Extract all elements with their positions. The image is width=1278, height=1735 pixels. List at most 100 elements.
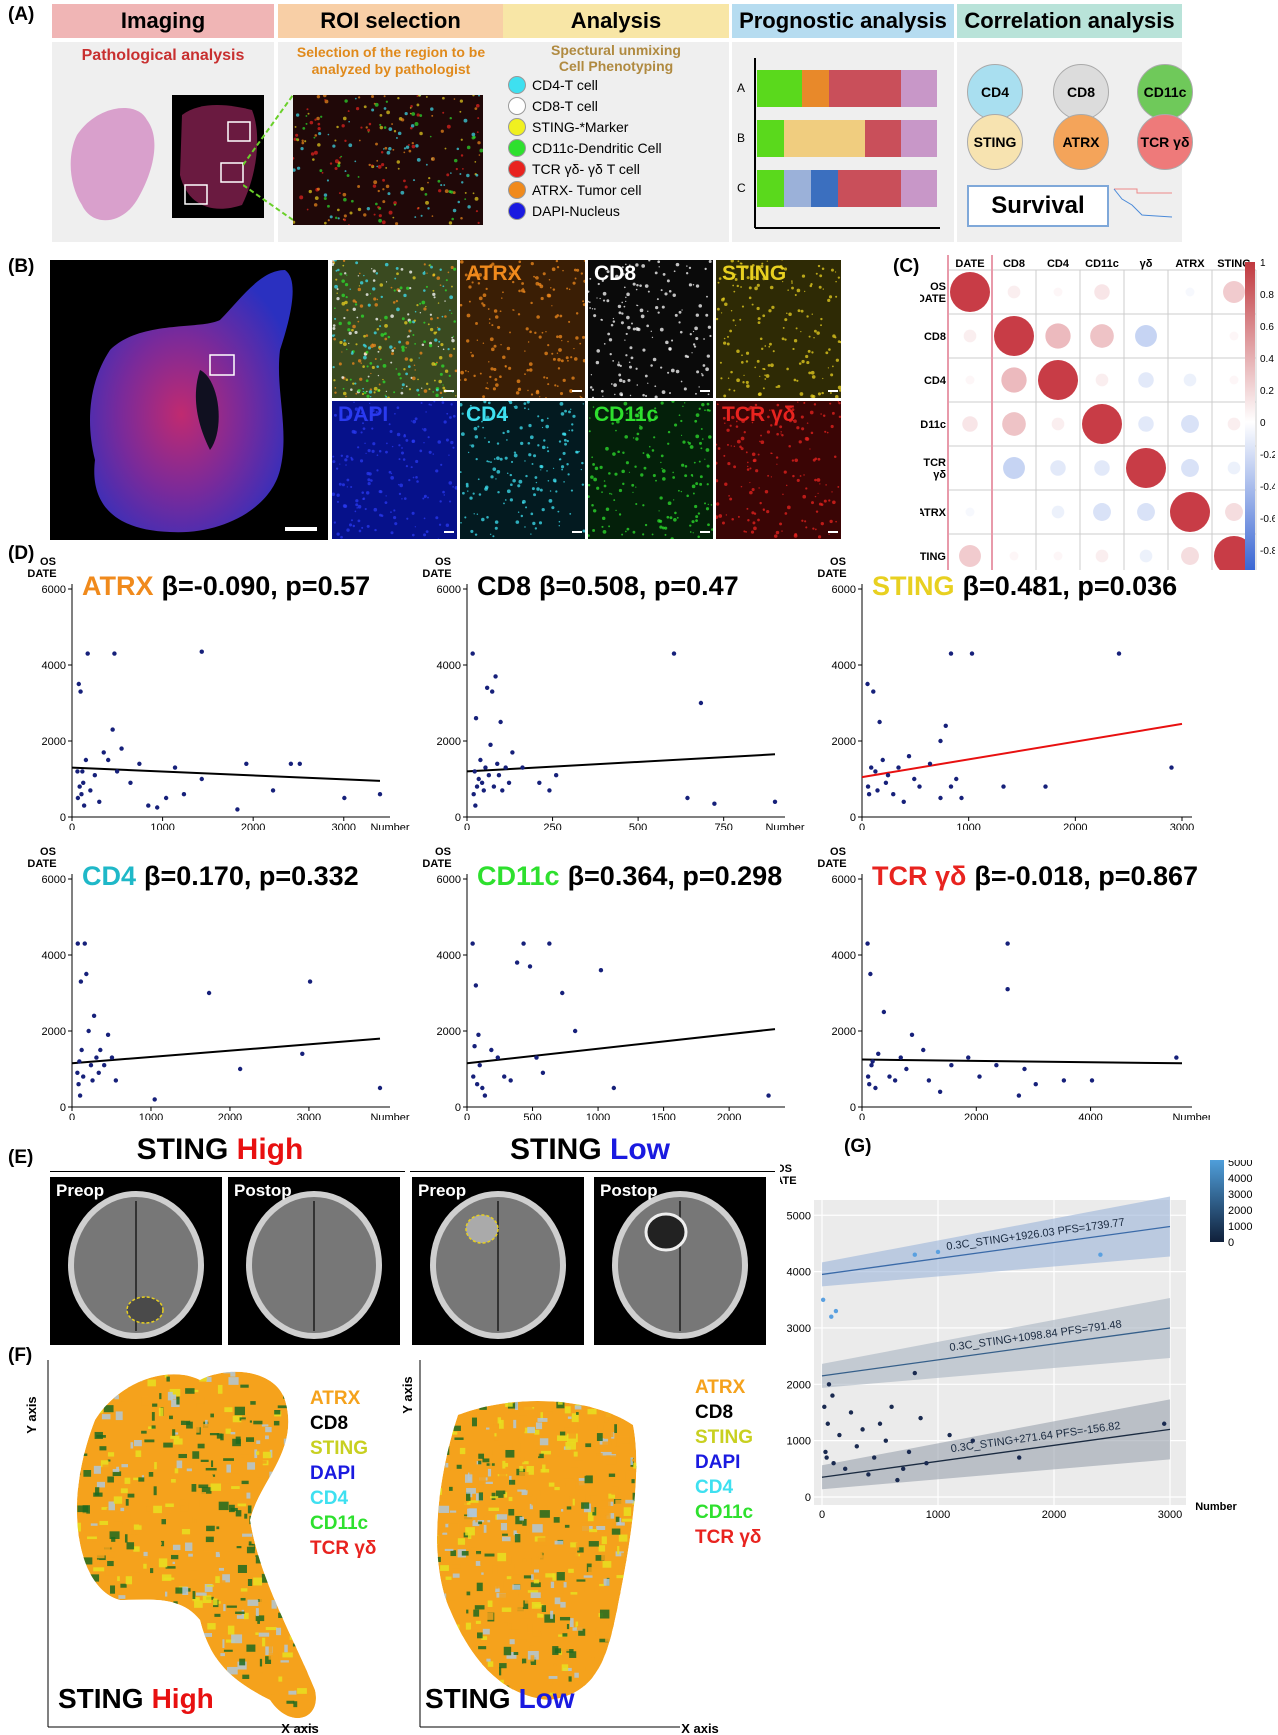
- scatter-point-2-8: [881, 758, 885, 762]
- marker-cell: [423, 428, 426, 431]
- marker-cell: [661, 402, 664, 405]
- marker-cell: [706, 296, 708, 298]
- roi-cell: [464, 119, 468, 123]
- xtick-label: 2000: [717, 1112, 741, 1120]
- marker-cell: [449, 416, 452, 419]
- marker-cell: [707, 523, 710, 526]
- marker-cell: [361, 491, 364, 494]
- roi-cell: [335, 167, 338, 170]
- marker-cell: [764, 369, 765, 370]
- scatter-point-3-6: [79, 1048, 83, 1052]
- ytick-label: 0: [60, 1102, 66, 1114]
- marker-cell: [749, 491, 753, 495]
- marker-cell: [417, 379, 419, 381]
- roi-cell: [426, 96, 428, 98]
- scatter-point-5-12: [904, 1067, 908, 1071]
- roi-cell: [405, 186, 408, 189]
- scatter-marker-name-1: CD8: [477, 571, 531, 601]
- ytick-label: 6000: [42, 584, 66, 596]
- marker-cell: [670, 537, 673, 539]
- marker-cell: [604, 485, 607, 488]
- scatter-point-3-5: [79, 979, 83, 983]
- marker-cell: [528, 453, 531, 456]
- marker-cell: [501, 297, 502, 298]
- marker-cell: [708, 393, 710, 395]
- marker-cell: [441, 364, 444, 367]
- marker-cell: [810, 411, 814, 415]
- scatter-point-5-2: [867, 1082, 871, 1086]
- marker-cell: [599, 466, 602, 469]
- marker-cell: [483, 343, 484, 344]
- marker-cell: [570, 409, 571, 410]
- corr-cell-0-1: [1008, 286, 1021, 299]
- scatter-point-1-24: [520, 765, 524, 769]
- marker-cell: [334, 307, 336, 309]
- roi-cell: [386, 101, 388, 103]
- ytick-label: 4000: [437, 660, 461, 672]
- g-xtick-label: 2000: [1042, 1509, 1066, 1520]
- marker-cell: [646, 325, 649, 328]
- marker-cell: [467, 490, 468, 491]
- marker-cell: [809, 448, 810, 449]
- marker-cell: [746, 381, 749, 384]
- marker-cell: [657, 519, 660, 522]
- marker-cell: [385, 396, 387, 398]
- roi-zoom-image: [293, 95, 483, 225]
- marker-cell: [445, 289, 447, 291]
- scatter-point-3-14: [94, 1055, 98, 1059]
- marker-cell: [767, 475, 769, 477]
- marker-cell: [468, 452, 469, 453]
- y-axis-label-high: Y axis: [24, 1396, 39, 1433]
- marker-cell: [360, 459, 363, 462]
- marker-cell: [359, 378, 362, 381]
- marker-cell: [592, 308, 593, 309]
- marker-tile-label-1: ATRX: [466, 262, 522, 286]
- roi-cell: [478, 222, 480, 224]
- roi-cell: [378, 219, 382, 223]
- marker-cell: [433, 331, 436, 334]
- regression-chart: 0100020003000400050000100020003000OSDATE…: [780, 1160, 1278, 1520]
- corr-col-label-1: CD8: [1003, 258, 1025, 270]
- marker-cell: [792, 348, 794, 350]
- marker-cell: [801, 360, 804, 363]
- marker-cell: [399, 458, 401, 460]
- marker-cell: [828, 348, 831, 351]
- marker-cell: [716, 318, 718, 320]
- marker-cell: [386, 443, 388, 445]
- scatter-point-0-7: [81, 781, 85, 785]
- marker-cell: [696, 284, 699, 287]
- prog-seg-1-0: [757, 120, 784, 157]
- marker-cell: [343, 260, 345, 262]
- xtick-label: 0: [464, 822, 470, 830]
- xtick-label: 3000: [1170, 822, 1194, 830]
- marker-cell: [441, 397, 443, 398]
- marker-cell: [811, 501, 814, 504]
- ytick-label: 6000: [832, 874, 856, 886]
- marker-cell: [503, 503, 505, 505]
- marker-cell: [365, 508, 367, 510]
- marker-cell: [437, 317, 439, 319]
- marker-cell: [354, 383, 356, 385]
- marker-cell: [360, 281, 363, 284]
- xtick-label: 250: [543, 822, 561, 830]
- marker-cell: [621, 321, 624, 324]
- marker-cell: [377, 454, 379, 456]
- roi-cell: [421, 215, 423, 217]
- roi-cell: [312, 158, 315, 161]
- marker-cell: [473, 492, 475, 494]
- xtick-label: 2000: [218, 1112, 242, 1120]
- g-xtick-label: 3000: [1158, 1509, 1182, 1520]
- marker-cell: [398, 484, 400, 486]
- marker-cell: [422, 343, 425, 346]
- scatter-point-0-28: [200, 650, 204, 654]
- marker-cell: [332, 460, 335, 463]
- corr-scale-tick-6: -0.2: [1260, 450, 1275, 461]
- marker-cell: [753, 459, 757, 463]
- scatter-point-1-4: [474, 716, 478, 720]
- ytick-label: 2000: [437, 1026, 461, 1038]
- g-point-10: [860, 1427, 864, 1431]
- roi-cell: [324, 197, 327, 200]
- roi-cell: [308, 113, 310, 115]
- roi-cell: [301, 142, 304, 145]
